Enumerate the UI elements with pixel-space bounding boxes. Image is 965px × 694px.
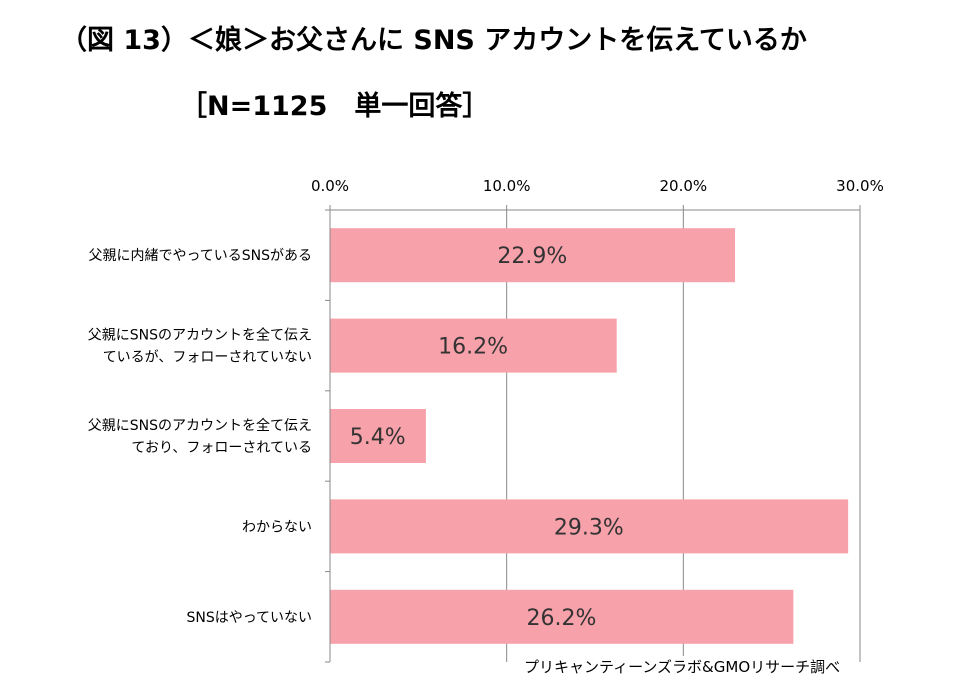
bar-value-label: 22.9% — [497, 244, 567, 269]
category-label: ているが、フォローされていない — [103, 350, 312, 366]
bar-value-label: 5.4% — [350, 425, 406, 450]
x-tick-label: 0.0% — [311, 177, 349, 195]
category-label: 父親にSNSのアカウントを全て伝え — [88, 327, 312, 344]
chart-subtitle: ［N=1125 単一回答］ — [180, 91, 490, 122]
source-note: プリキャンティーンズラボ&GMOリサーチ調べ — [522, 656, 843, 677]
bar — [330, 228, 736, 283]
category-label: 父親に内緒でやっているSNSがある — [88, 248, 312, 264]
category-label: わからない — [242, 519, 312, 535]
category-label: 父親にSNSのアカウントを全て伝え — [88, 417, 312, 434]
bar-value-label: 29.3% — [554, 515, 624, 540]
x-tick-label: 20.0% — [660, 177, 708, 195]
category-label: ており、フォローされている — [131, 440, 312, 456]
x-tick-label: 30.0% — [836, 177, 884, 195]
chart-title: （図 13）＜娘＞お父さんに SNS アカウントを伝えているか — [60, 25, 807, 56]
category-label: SNSはやっていない — [186, 610, 312, 626]
bar-value-label: 26.2% — [526, 606, 596, 631]
bar — [330, 499, 849, 554]
bar — [330, 318, 617, 373]
bar — [330, 409, 426, 463]
bar — [330, 589, 794, 644]
bar-value-label: 16.2% — [438, 335, 508, 360]
x-tick-label: 10.0% — [483, 177, 531, 195]
